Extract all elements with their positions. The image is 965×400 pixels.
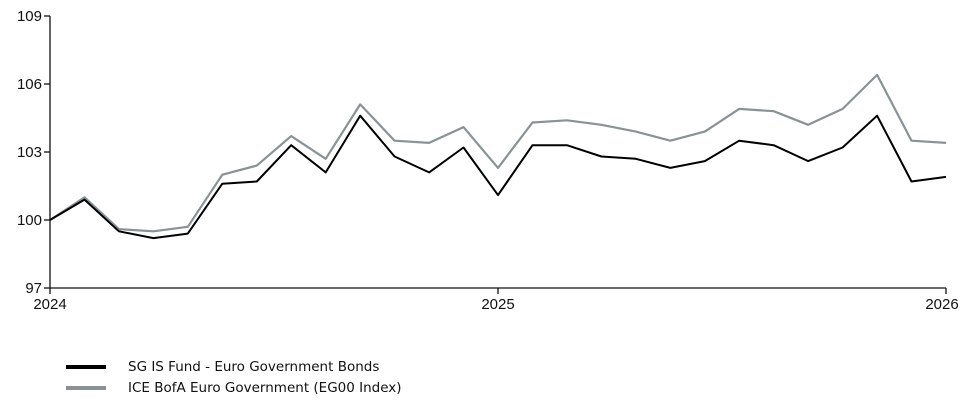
legend: SG IS Fund - Euro Government Bonds ICE B… (66, 356, 402, 398)
legend-label-fund: SG IS Fund - Euro Government Bonds (128, 358, 380, 375)
x-tick-label: 2026 (925, 296, 958, 313)
y-tick-label: 100 (17, 212, 42, 229)
series-line-index (49, 73, 947, 233)
legend-item-index: ICE BofA Euro Government (EG00 Index) (66, 377, 402, 398)
legend-label-index: ICE BofA Euro Government (EG00 Index) (128, 379, 402, 396)
y-tick-label: 106 (17, 76, 42, 93)
x-tick-label: 2025 (481, 296, 514, 313)
y-tick-label: 97 (25, 280, 42, 297)
series-line-fund (49, 114, 947, 240)
y-tick-label: 109 (17, 8, 42, 25)
line-chart: 97 100 103 106 109 2024 2025 2026 (17, 8, 959, 313)
legend-swatch-fund (66, 364, 106, 369)
x-tick-label: 2024 (33, 296, 66, 313)
legend-swatch-index (66, 385, 106, 390)
y-tick-label: 103 (17, 144, 42, 161)
legend-item-fund: SG IS Fund - Euro Government Bonds (66, 356, 402, 377)
